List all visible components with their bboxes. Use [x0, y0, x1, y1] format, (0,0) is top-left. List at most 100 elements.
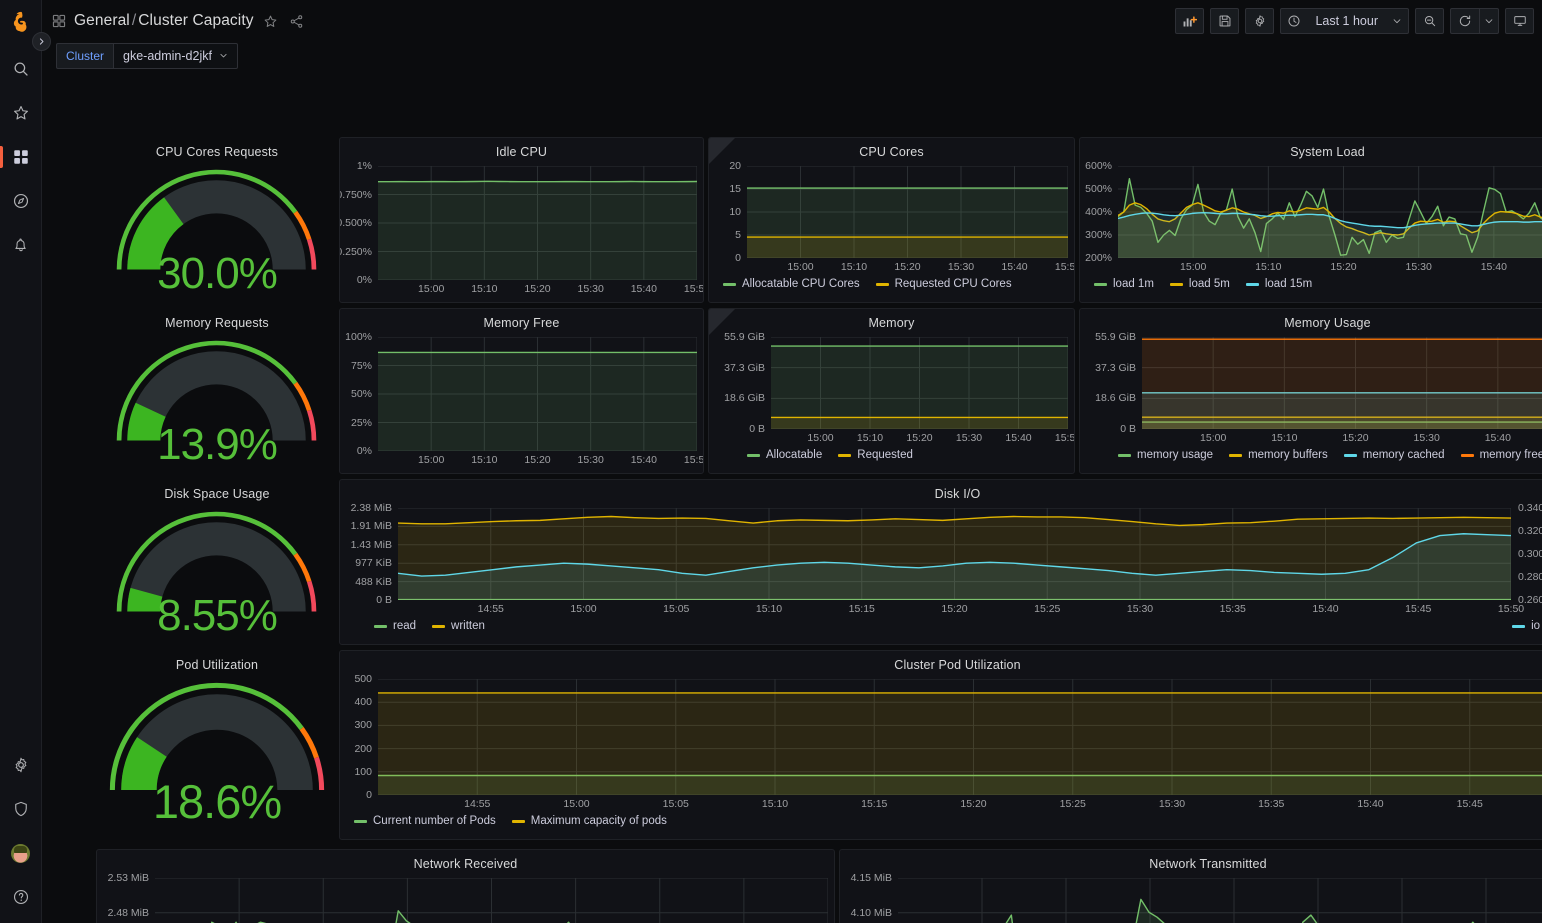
legend-item[interactable]: load 15m — [1245, 278, 1312, 290]
sidebar-item-configuration[interactable] — [0, 747, 42, 783]
sidebar-item-dashboards[interactable] — [0, 139, 42, 175]
grafana-logo-icon[interactable] — [0, 0, 42, 42]
breadcrumb-folder[interactable]: General — [74, 12, 130, 29]
legend-item[interactable]: Requested — [838, 449, 913, 461]
legend-item[interactable]: written — [432, 620, 485, 632]
panel-cluster-pod-utilization[interactable]: Cluster Pod Utilization 500 400 300 200 100 0 1… — [339, 650, 1542, 840]
y-axis-tick: 55.9 GiB — [1095, 331, 1136, 343]
sidebar-item-starred[interactable] — [0, 95, 42, 131]
legend-item[interactable]: read — [374, 620, 416, 632]
add-panel-button[interactable] — [1175, 8, 1205, 34]
share-icon[interactable] — [288, 12, 306, 30]
panel-memory-requests[interactable]: Memory Requests 13.9% — [96, 308, 338, 479]
panel-memory-free[interactable]: Memory Free 100% 75% 50% 25% 0% 15:00 15:10 15:2… — [339, 308, 704, 474]
legend-item[interactable]: Allocatable CPU Cores — [723, 278, 860, 290]
legend-item[interactable]: load 5m — [1169, 278, 1230, 290]
x-axis-tick: 15:30 — [1126, 603, 1154, 615]
x-axis-tick: 15:25 — [1034, 603, 1061, 615]
y-axis-tick: 18.6 GiB — [1095, 392, 1136, 405]
sidebar-item-search[interactable] — [0, 51, 42, 87]
breadcrumb-dashboard[interactable]: Cluster Capacity — [138, 12, 254, 29]
panel-disk-space-usage[interactable]: Disk Space Usage 8.55% — [96, 479, 338, 650]
y-axis: 20 15 10 5 0 — [709, 160, 741, 264]
y-axis-tick: 0 B — [749, 423, 765, 435]
y-axis-tick: 15 — [729, 183, 741, 195]
panel-disk-io[interactable]: Disk I/O 2.38 MiB 1.91 MiB 1.43 MiB 977 KiB 4… — [339, 479, 1542, 645]
x-axis-tick: 15:30 — [1405, 261, 1432, 273]
panel-cpu-cores-requests[interactable]: CPU Cores Requests 30.0% — [96, 137, 338, 308]
plot-region[interactable] — [155, 878, 828, 923]
refresh-interval-dropdown[interactable] — [1479, 8, 1499, 34]
plot-region[interactable] — [1118, 166, 1542, 258]
sidebar-item-help[interactable] — [0, 879, 42, 915]
panel-pod-utilization[interactable]: Pod Utilization 18.6% — [96, 650, 338, 840]
zoom-out-time-button[interactable] — [1415, 8, 1444, 34]
legend-item[interactable]: Maximum capacity of pods — [511, 815, 667, 827]
legend-item[interactable]: load 1m — [1094, 278, 1154, 290]
plot-region[interactable] — [898, 878, 1542, 923]
panel-title: Memory — [868, 316, 915, 330]
save-dashboard-button[interactable] — [1210, 8, 1240, 34]
x-axis-tick: 15:00 — [807, 432, 834, 444]
expand-sidebar-button[interactable] — [32, 32, 51, 51]
sidebar-item-explore[interactable] — [0, 183, 42, 219]
panel-system-load[interactable]: System Load 600% 500% 400% 300% 200% 15:00 15:1… — [1079, 137, 1542, 303]
panel-memory[interactable]: i Memory 55.9 GiB 37.3 GiB 18.6 GiB 0 B 15:00 1… — [708, 308, 1075, 474]
sidebar-item-server-admin[interactable] — [0, 791, 42, 827]
variable-label-cluster: Cluster — [56, 42, 114, 69]
y-axis-tick: 0.500% — [339, 217, 372, 229]
panel-idle-cpu[interactable]: Idle CPU 1% 0.750% 0.500% 0.250% 0% 15:00 15:10… — [339, 137, 704, 303]
refresh-button[interactable] — [1450, 8, 1479, 34]
legend-item[interactable]: memory usage — [1118, 449, 1213, 461]
plot-region[interactable] — [398, 508, 1511, 600]
clock-icon — [1288, 15, 1300, 27]
panel-info-corner[interactable]: i — [709, 138, 735, 164]
y-axis: 2.38 MiB 1.91 MiB 1.43 MiB 977 KiB 488 KiB 0 … — [340, 502, 392, 606]
gauge — [97, 160, 337, 307]
star-icon[interactable] — [262, 12, 280, 30]
y-axis: 1% 0.750% 0.500% 0.250% 0% — [339, 160, 372, 286]
legend-item[interactable]: memory free — [1460, 449, 1542, 461]
time-range-label: Last 1 hour — [1315, 14, 1378, 28]
plot-region[interactable] — [378, 166, 697, 280]
plot-region[interactable] — [747, 166, 1068, 258]
x-axis-tick: 15:20 — [524, 454, 551, 466]
chevron-right-icon — [39, 38, 44, 45]
plot-region[interactable] — [378, 679, 1542, 795]
y-axis-tick: 2.38 MiB — [350, 502, 392, 514]
kiosk-mode-button[interactable] — [1505, 8, 1534, 34]
panel-cpu-cores[interactable]: i CPU Cores 20 15 10 5 0 15:00 15:10 15:20 15:30 15… — [708, 137, 1075, 303]
x-axis-tick: 15:20 — [524, 283, 551, 295]
legend-item[interactable]: memory buffers — [1229, 449, 1328, 461]
dashboards-grid-icon — [52, 14, 66, 28]
panel-memory-usage[interactable]: Memory Usage 55.9 GiB 37.3 GiB 18.6 GiB 0 B 1… — [1079, 308, 1542, 474]
legend-swatch — [1169, 282, 1183, 286]
save-disk-icon — [1219, 15, 1231, 27]
panel-info-corner[interactable]: i — [709, 309, 735, 335]
legend-item[interactable]: Current number of Pods — [354, 815, 496, 827]
y-axis-tick: 600% — [1085, 160, 1112, 172]
y-axis-tick: 75% — [350, 359, 372, 372]
sidebar-item-profile[interactable] — [0, 835, 42, 871]
legend-swatch — [354, 819, 367, 823]
dashboard-settings-button[interactable] — [1245, 8, 1275, 34]
plot-region[interactable] — [378, 337, 697, 451]
y-axis-tick: 100 — [354, 765, 372, 778]
plot-region[interactable] — [1142, 337, 1542, 429]
legend-item[interactable]: Allocatable — [747, 449, 822, 461]
gear-icon — [1255, 15, 1265, 27]
legend-item[interactable]: memory cached — [1343, 449, 1445, 461]
x-axis-tick: 15:00 — [418, 454, 445, 466]
x-axis-tick: 15:25 — [1059, 798, 1086, 810]
sidebar-item-alerting[interactable] — [0, 227, 42, 263]
legend-item[interactable]: Requested CPU Cores — [875, 278, 1012, 290]
plot-region[interactable] — [771, 337, 1068, 429]
legend-item[interactable]: io time — [1512, 620, 1542, 632]
zoom-out-icon — [1424, 15, 1435, 27]
variable-picker-cluster[interactable]: gke-admin-d2jkf — [113, 42, 238, 69]
toolbar-actions: Last 1 hour — [1175, 8, 1534, 34]
time-range-picker[interactable]: Last 1 hour — [1280, 8, 1409, 34]
